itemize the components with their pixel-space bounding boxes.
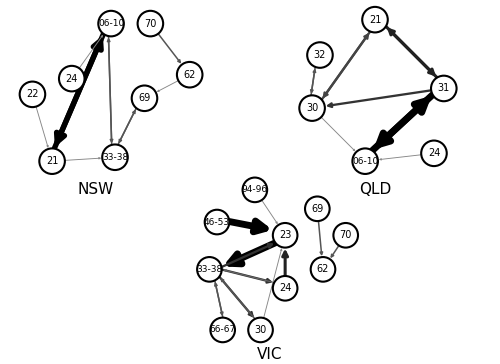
Text: 24: 24: [428, 148, 440, 158]
Text: 21: 21: [46, 156, 58, 166]
Text: 70: 70: [340, 230, 352, 240]
Circle shape: [138, 11, 163, 36]
Circle shape: [132, 86, 158, 111]
Circle shape: [307, 42, 332, 68]
Circle shape: [40, 149, 65, 174]
Text: 23: 23: [279, 230, 291, 240]
Circle shape: [352, 149, 378, 174]
Text: 31: 31: [438, 83, 450, 94]
Circle shape: [300, 95, 325, 121]
Text: 24: 24: [279, 283, 291, 293]
Text: 70: 70: [144, 19, 156, 29]
Text: QLD: QLD: [359, 182, 391, 197]
Text: VIC: VIC: [257, 347, 283, 362]
Circle shape: [305, 197, 330, 221]
Text: 30: 30: [254, 325, 266, 335]
Circle shape: [362, 7, 388, 32]
Text: 33-38: 33-38: [196, 265, 222, 274]
Text: 06-10: 06-10: [352, 157, 378, 166]
Circle shape: [20, 82, 45, 107]
Circle shape: [242, 178, 267, 202]
Circle shape: [431, 76, 456, 101]
Circle shape: [177, 62, 203, 87]
Text: 22: 22: [26, 89, 38, 99]
Text: NSW: NSW: [77, 182, 114, 197]
Circle shape: [204, 210, 230, 234]
Circle shape: [59, 66, 84, 91]
Text: 66-67: 66-67: [210, 325, 236, 335]
Circle shape: [334, 223, 358, 248]
Text: 32: 32: [314, 50, 326, 60]
Text: 06-10: 06-10: [98, 19, 124, 28]
Circle shape: [421, 141, 446, 166]
Text: 21: 21: [369, 15, 381, 25]
Text: 69: 69: [138, 93, 150, 103]
Circle shape: [310, 257, 336, 282]
Circle shape: [273, 276, 297, 301]
Text: 94-96: 94-96: [242, 185, 268, 194]
Circle shape: [273, 223, 297, 248]
Circle shape: [98, 11, 124, 36]
Text: 33-38: 33-38: [102, 153, 128, 162]
Circle shape: [210, 318, 235, 342]
Circle shape: [102, 145, 128, 170]
Text: 62: 62: [317, 264, 329, 274]
Text: 24: 24: [66, 74, 78, 84]
Text: 69: 69: [311, 204, 324, 214]
Text: 30: 30: [306, 103, 318, 113]
Circle shape: [248, 318, 273, 342]
Text: 62: 62: [184, 70, 196, 80]
Circle shape: [197, 257, 222, 282]
Text: 46-53: 46-53: [204, 218, 230, 226]
